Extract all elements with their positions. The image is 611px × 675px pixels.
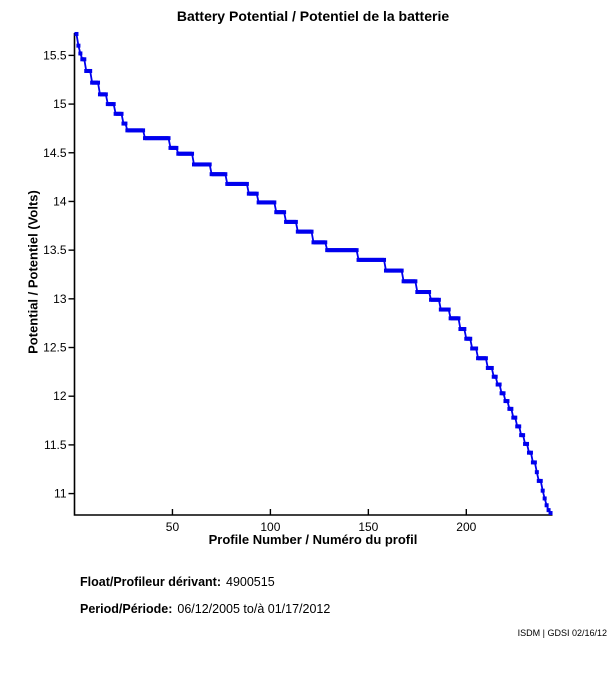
- period-label: Period/Période:: [80, 602, 173, 616]
- x-tick-label: 50: [166, 520, 180, 534]
- period-line: Period/Période: 06/12/2005 to/à 01/17/201…: [80, 602, 330, 616]
- y-tick-label: 12: [53, 389, 67, 403]
- x-axis-label: Profile Number / Numéro du profil: [208, 532, 418, 547]
- y-tick-label: 14: [53, 194, 67, 208]
- y-tick-label: 11.5: [44, 438, 67, 452]
- y-tick-label: 11: [54, 487, 67, 501]
- y-tick-label: 15.5: [43, 48, 67, 62]
- y-tick-label: 13.5: [43, 243, 67, 257]
- x-tick-label: 100: [260, 520, 280, 534]
- x-tick-label: 150: [358, 520, 378, 534]
- battery-curve-markers: [74, 31, 553, 516]
- plot-area: 11 11.5 12 12.5 13 13.5 14 14.5 15 15.5 50 100 150 20…: [43, 31, 553, 534]
- y-tick-label: 15: [53, 97, 67, 111]
- axis-lines: [73, 33, 553, 516]
- y-tick-label: 13: [53, 292, 67, 306]
- float-label: Float/Profileur dérivant:: [80, 575, 221, 589]
- chart-title: Battery Potential / Potentiel de la batt…: [176, 8, 450, 24]
- y-tick-label: 14.5: [43, 146, 67, 160]
- float-line: Float/Profileur dérivant: 4900515: [80, 575, 275, 589]
- x-tick-label: 200: [456, 520, 476, 534]
- period-value: 06/12/2005 to/à 01/17/2012: [177, 602, 331, 616]
- battery-curve: [75, 33, 552, 514]
- y-tick-label: 12.5: [43, 341, 67, 355]
- float-value: 4900515: [226, 575, 275, 589]
- credit-text: ISDM | GDSI 02/16/12: [517, 628, 607, 638]
